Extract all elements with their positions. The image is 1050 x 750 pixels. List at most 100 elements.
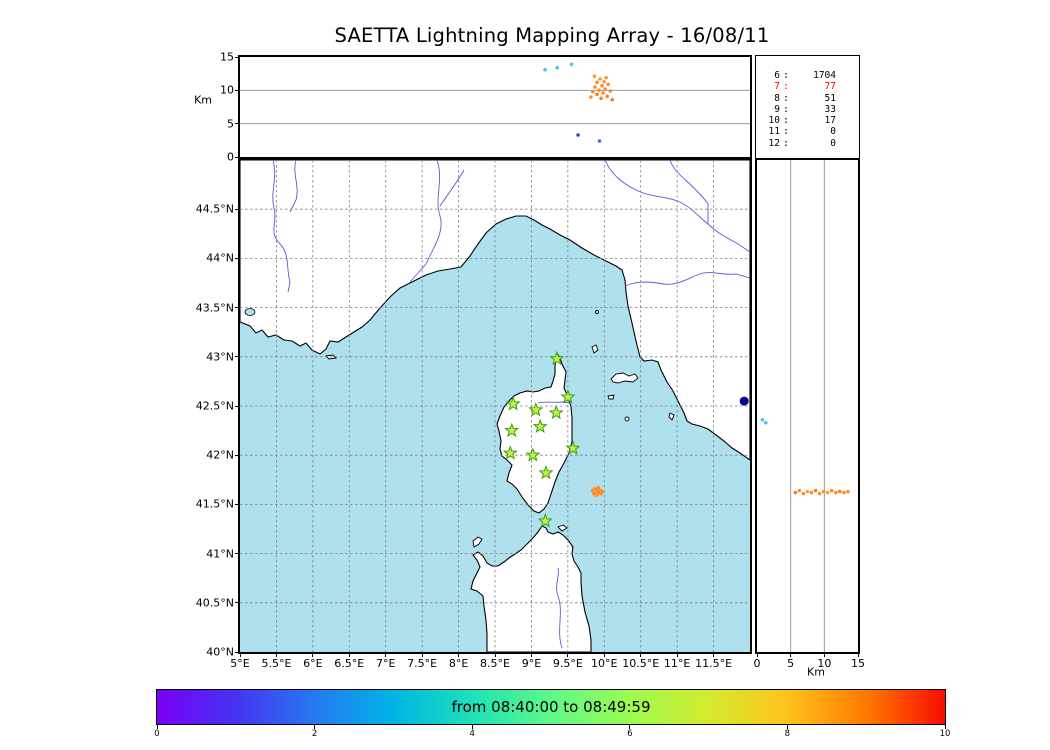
map-panel xyxy=(238,158,752,654)
km-tick-label: 5 xyxy=(787,657,795,670)
lightning-point xyxy=(764,420,768,425)
time-window-label: from 08:40:00 to 08:49:59 xyxy=(451,698,651,716)
station-marker xyxy=(505,396,521,411)
river xyxy=(439,169,465,207)
legend-level: 6 xyxy=(774,70,780,81)
lightning-point xyxy=(592,74,597,79)
lat-tick-label: 41.5°N xyxy=(195,497,234,511)
river xyxy=(537,401,571,404)
legend-count: 1704 xyxy=(813,70,836,81)
lightning-point xyxy=(603,87,607,91)
mainland-coast xyxy=(240,160,750,461)
maddalena-island xyxy=(557,524,568,532)
legend-level: 11 xyxy=(768,126,780,138)
lightning-point xyxy=(543,67,547,72)
axis-tick-mark xyxy=(944,725,946,729)
right-axis-km-label: Km xyxy=(807,665,825,679)
lightning-point xyxy=(595,92,599,97)
legend-count: 0 xyxy=(830,137,836,149)
map-gridlines xyxy=(240,160,750,652)
station-marker xyxy=(548,404,564,420)
colorbar-tick-label: 8 xyxy=(784,729,791,739)
legend-sep: : xyxy=(783,137,789,149)
etang-de-berre xyxy=(244,308,256,316)
station-marker xyxy=(532,418,548,434)
lightning-point xyxy=(793,490,798,495)
station-marker xyxy=(502,445,518,460)
lightning-point xyxy=(576,133,580,137)
axis-tick-mark xyxy=(314,725,316,729)
time-colorbar: from 08:40:00 to 08:49:59 xyxy=(156,689,946,725)
station-marker xyxy=(504,422,520,438)
axis-tick-mark xyxy=(471,725,473,729)
river xyxy=(556,567,563,649)
lat-tick-label: 40°N xyxy=(206,645,234,659)
legend-row: 9: 33 xyxy=(764,104,853,115)
elba-island xyxy=(610,372,639,384)
rivers xyxy=(272,160,750,649)
station-marker xyxy=(537,513,553,528)
colorbar-tick-label: 4 xyxy=(469,729,475,739)
legend-count: 33 xyxy=(824,103,836,115)
lat-tick-label: 43°N xyxy=(206,350,234,364)
river xyxy=(409,160,442,283)
giglio-island xyxy=(668,412,675,421)
lightning-point xyxy=(813,488,818,493)
lightning-point xyxy=(601,91,605,95)
lon-tick-label: 6.5°E xyxy=(334,657,365,670)
river xyxy=(604,160,709,225)
lightning-point xyxy=(589,95,593,99)
lightning-point xyxy=(821,489,826,494)
sardinia-island xyxy=(470,525,592,652)
alt-tick-label: 5 xyxy=(227,117,234,131)
station-markers xyxy=(502,350,581,528)
lightning-point xyxy=(805,489,810,494)
lightning-point xyxy=(838,489,842,494)
corsica-island xyxy=(496,351,573,514)
colorbar-tick-label: 10 xyxy=(939,729,951,739)
lightning-point xyxy=(593,486,597,491)
alt-tick-label: 15 xyxy=(220,50,234,64)
lon-tick-label: 10°E xyxy=(591,657,618,670)
height-lat-plot xyxy=(760,160,850,652)
time-height-panel xyxy=(238,55,752,159)
map-lightning-points xyxy=(590,396,749,498)
time-height-points xyxy=(543,62,615,143)
lon-tick-label: 5.5°E xyxy=(261,657,292,670)
legend-row: 11: 0 xyxy=(764,126,853,137)
legend-sep: : xyxy=(783,126,789,138)
legend-row: 10: 17 xyxy=(764,115,853,126)
lon-tick-label: 5°E xyxy=(230,657,250,670)
km-tick-label: 0 xyxy=(753,657,761,670)
lat-tick-label: 42°N xyxy=(206,448,234,462)
lightning-point xyxy=(604,75,608,80)
lon-tick-label: 10.5°E xyxy=(622,657,660,670)
lightning-point xyxy=(605,94,609,99)
lon-tick-label: 8°E xyxy=(448,657,469,670)
lightning-point xyxy=(555,65,559,70)
river xyxy=(289,160,298,213)
lightning-point xyxy=(801,491,806,496)
legend-count: 17 xyxy=(824,115,836,127)
legend-count: 51 xyxy=(824,92,836,104)
legend-level: 7 xyxy=(774,81,780,93)
lat-tick-label: 42.5°N xyxy=(195,399,234,413)
gorgona-island xyxy=(595,310,599,314)
river xyxy=(624,272,750,287)
lightning-point xyxy=(599,96,603,101)
colorbar-tick-label: 0 xyxy=(154,729,160,739)
height-lat-points xyxy=(760,418,850,496)
colorbar-tick-label: 2 xyxy=(311,729,318,739)
station-marker xyxy=(560,389,576,404)
alt-tick-label: 0 xyxy=(227,150,234,164)
station-marker xyxy=(525,447,541,462)
river xyxy=(272,160,291,293)
lat-tick-label: 43.5°N xyxy=(195,301,234,315)
legend-row: 6: 1704 xyxy=(764,70,853,81)
lat-tick-label: 44.5°N xyxy=(195,202,234,216)
axis-tick-mark xyxy=(786,725,788,729)
lon-tick-label: 9°E xyxy=(521,657,542,670)
station-marker xyxy=(549,350,565,366)
lightning-point xyxy=(825,490,830,495)
axis-tick-mark xyxy=(156,725,158,729)
